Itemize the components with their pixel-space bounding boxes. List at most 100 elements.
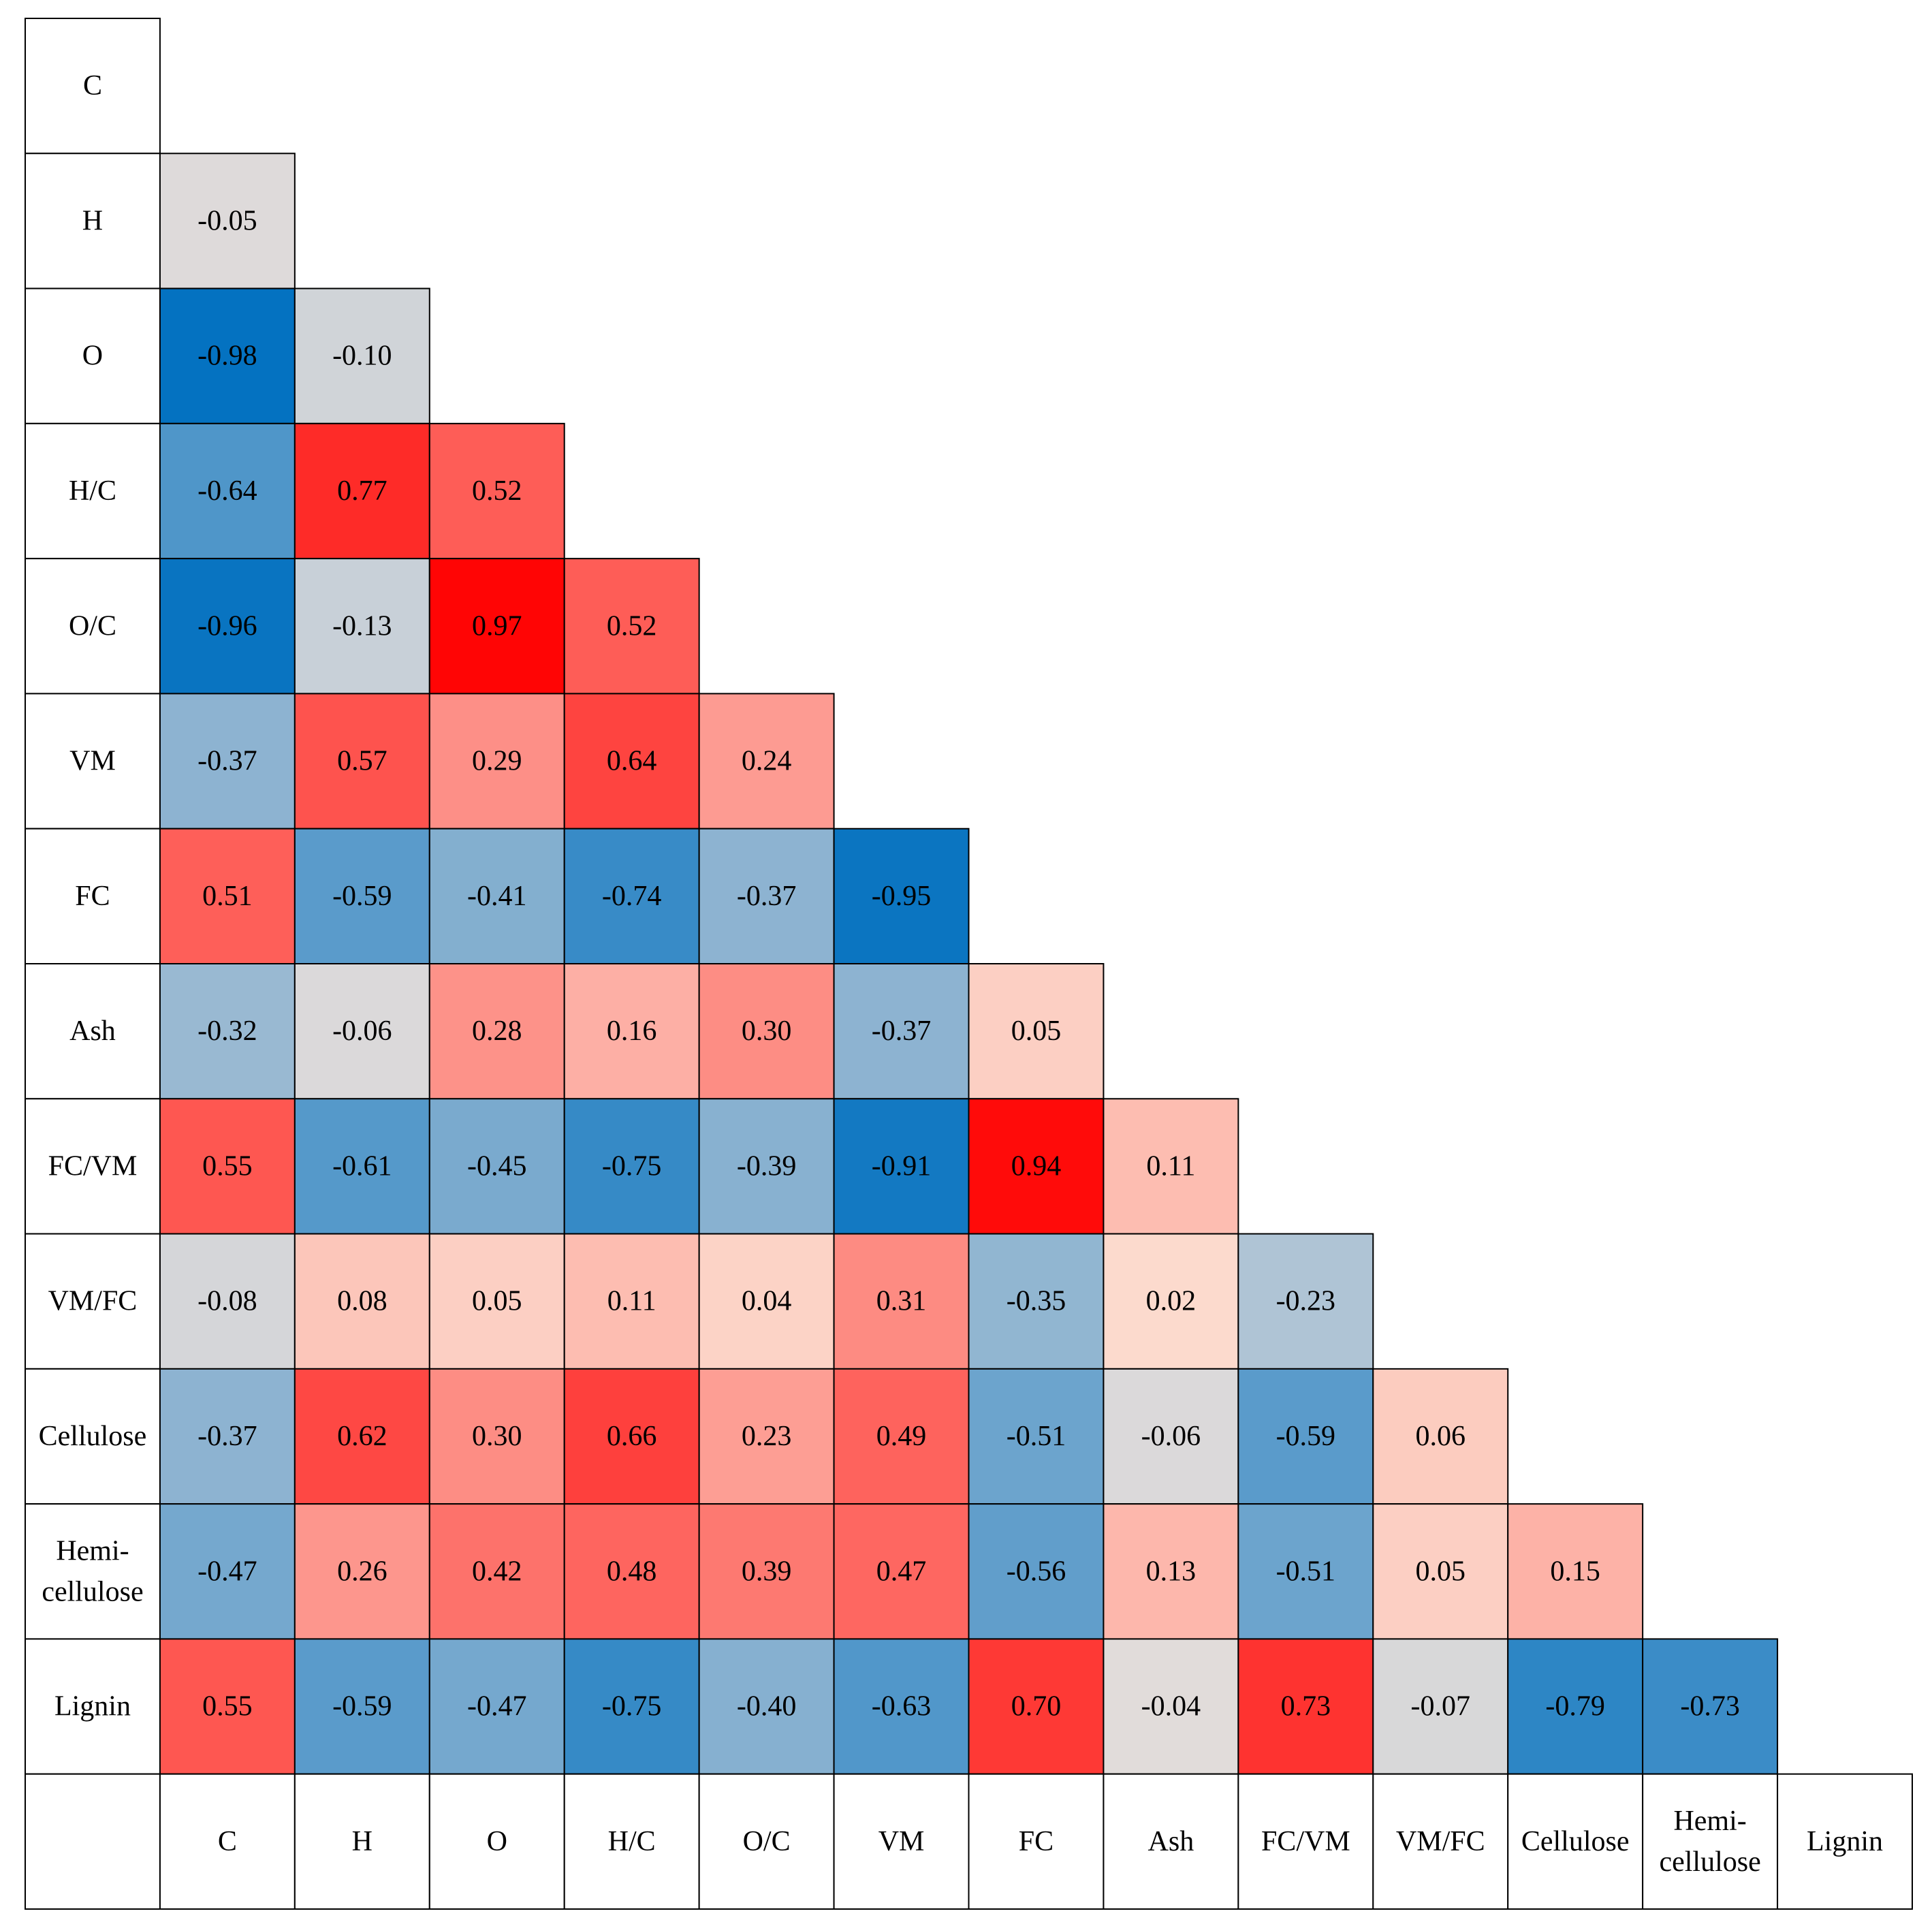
cell-value-hemi-cellulose-vm-fc: 0.05 <box>1416 1556 1466 1587</box>
row-label-o-c: O/C <box>69 610 116 642</box>
cell-value-hemi-cellulose-o-c: 0.39 <box>742 1556 792 1587</box>
heatmap-cell-h-c-c <box>159 422 296 560</box>
heatmap-cell-fc-vm-o <box>428 1098 565 1235</box>
cell-value-ash-vm: -0.37 <box>872 1015 932 1047</box>
heatmap-cell-hemi-cellulose-o <box>428 1503 565 1640</box>
heatmap-cell-fc-h-c <box>563 828 700 964</box>
cell-value-fc-o: -0.41 <box>467 881 527 912</box>
heatmap-cell-vm-fc-vm <box>833 1233 970 1370</box>
heatmap-cell-ash-h-c <box>563 963 700 1100</box>
row-label-fc: FC <box>75 881 110 912</box>
col-label-c: C <box>218 1826 237 1857</box>
cell-value-lignin-ash: -0.04 <box>1141 1691 1201 1722</box>
cell-value-o-c-h-c: 0.52 <box>607 610 657 642</box>
row-label-box <box>25 558 161 695</box>
col-label-box <box>428 1773 565 1910</box>
heatmap-cell-cellulose-fc-vm <box>1237 1368 1374 1505</box>
heatmap-cell-vm-fc-o-c <box>698 1233 835 1370</box>
cell-value-cellulose-ash: -0.06 <box>1141 1421 1201 1452</box>
row-label-box <box>25 1233 161 1370</box>
col-label-box <box>1237 1773 1374 1910</box>
cell-value-fc-c: 0.51 <box>202 881 253 912</box>
cell-value-o-h: -0.10 <box>332 341 392 372</box>
col-label-vm: VM <box>878 1826 925 1857</box>
cell-value-fc-vm-vm: -0.91 <box>872 1150 932 1182</box>
row-label-lignin: Lignin <box>54 1691 131 1722</box>
heatmap-cell-cellulose-h-c <box>563 1368 700 1505</box>
heatmap-cell-cellulose-vm-fc <box>1372 1368 1509 1505</box>
heatmap-cell-fc-h <box>294 828 430 964</box>
cell-value-lignin-o: -0.47 <box>467 1691 527 1722</box>
cell-value-ash-o-c: 0.30 <box>742 1015 792 1047</box>
cell-value-vm-fc-h-c: 0.11 <box>607 1286 656 1317</box>
cell-value-vm-c: -0.37 <box>197 746 257 777</box>
col-label-box <box>968 1773 1105 1910</box>
row-label-box <box>25 422 161 560</box>
cell-value-h-c: -0.05 <box>197 205 257 236</box>
cell-value-vm-fc-vm: 0.31 <box>876 1286 927 1317</box>
heatmap-cell-fc-vm-fc <box>968 1098 1105 1235</box>
cell-value-ash-o: 0.28 <box>472 1015 522 1047</box>
cell-value-cellulose-c: -0.37 <box>197 1421 257 1452</box>
row-label-cellulose: Cellulose <box>39 1421 147 1452</box>
heatmap-cell-lignin-vm <box>833 1638 970 1775</box>
cell-value-vm-fc-c: -0.08 <box>197 1286 257 1317</box>
cell-value-hemi-cellulose-ash: 0.13 <box>1146 1556 1197 1587</box>
cell-value-vm-h: 0.57 <box>337 746 387 777</box>
cell-value-lignin-vm: -0.63 <box>872 1691 932 1722</box>
heatmap-cell-ash-fc <box>968 963 1105 1100</box>
cell-value-cellulose-o-c: 0.23 <box>742 1421 792 1452</box>
heatmap-cell-vm-c <box>159 693 296 830</box>
cell-value-h-c-o: 0.52 <box>472 475 522 507</box>
col-label-box <box>294 1773 430 1910</box>
cell-value-lignin-c: 0.55 <box>202 1691 253 1722</box>
cell-value-fc-vm-h: -0.61 <box>332 1150 392 1182</box>
cell-value-fc-vm-fc: 0.94 <box>1011 1150 1062 1182</box>
row-label-box <box>25 963 161 1100</box>
col-label-vm-fc: VM/FC <box>1396 1826 1485 1857</box>
heatmap-cell-cellulose-fc <box>968 1368 1105 1505</box>
col-label-o-c: O/C <box>743 1826 791 1857</box>
cell-value-ash-h-c: 0.16 <box>607 1015 657 1047</box>
heatmap-cell-vm-fc-h <box>294 1233 430 1370</box>
heatmap-cell-hemi-cellulose-vm <box>833 1503 970 1640</box>
heatmap-cell-o-c-h-c <box>563 558 700 695</box>
heatmap-cell-vm-fc-c <box>159 1233 296 1370</box>
heatmap-cell-lignin-fc <box>968 1638 1105 1775</box>
cell-value-vm-fc-fc-vm: -0.23 <box>1276 1286 1336 1317</box>
row-label-h: H <box>82 205 103 236</box>
cell-value-vm-h-c: 0.64 <box>607 746 657 777</box>
cell-value-hemi-cellulose-fc-vm: -0.51 <box>1276 1556 1336 1587</box>
heatmap-cell-vm-fc-fc <box>968 1233 1105 1370</box>
col-label-o: O <box>487 1826 507 1857</box>
cell-value-hemi-cellulose-c: -0.47 <box>197 1556 257 1587</box>
heatmap-cell-lignin-o-c <box>698 1638 835 1775</box>
col-label-box <box>1777 1773 1914 1910</box>
cell-value-vm-fc-o-c: 0.04 <box>742 1286 792 1317</box>
heatmap-cell-o-c-h <box>294 558 430 695</box>
heatmap-cell-ash-o-c <box>698 963 835 1100</box>
cell-value-hemi-cellulose-h-c: 0.48 <box>607 1556 657 1587</box>
heatmap-cell-lignin-o <box>428 1638 565 1775</box>
cell-value-fc-vm-o-c: -0.39 <box>737 1150 797 1182</box>
cell-value-lignin-o-c: -0.40 <box>737 1691 797 1722</box>
cell-value-ash-c: -0.32 <box>197 1015 257 1047</box>
heatmap-cell-lignin-vm-fc <box>1372 1638 1509 1775</box>
heatmap-cell-vm-o <box>428 693 565 830</box>
col-label-box <box>1372 1773 1509 1910</box>
row-label-box <box>25 1638 161 1775</box>
col-label-box <box>698 1773 835 1910</box>
heatmap-cell-o-c-c <box>159 558 296 695</box>
cell-value-o-c-c: -0.96 <box>197 610 257 642</box>
row-label-fc-vm: FC/VM <box>48 1150 138 1182</box>
heatmap-cell-hemi-cellulose-ash <box>1103 1503 1239 1640</box>
heatmap-cell-hemi-cellulose-cellulose <box>1507 1503 1644 1640</box>
heatmap-cell-hemi-cellulose-fc <box>968 1503 1105 1640</box>
heatmap-cell-lignin-hemi-cellulose <box>1642 1638 1779 1775</box>
cell-value-o-c: -0.98 <box>197 341 257 372</box>
heatmap-cell-fc-vm-o-c <box>698 1098 835 1235</box>
col-label-cellulose: Cellulose <box>1521 1826 1630 1857</box>
cell-value-fc-vm-o: -0.45 <box>467 1150 527 1182</box>
heatmap-cell-o-c-o <box>428 558 565 695</box>
